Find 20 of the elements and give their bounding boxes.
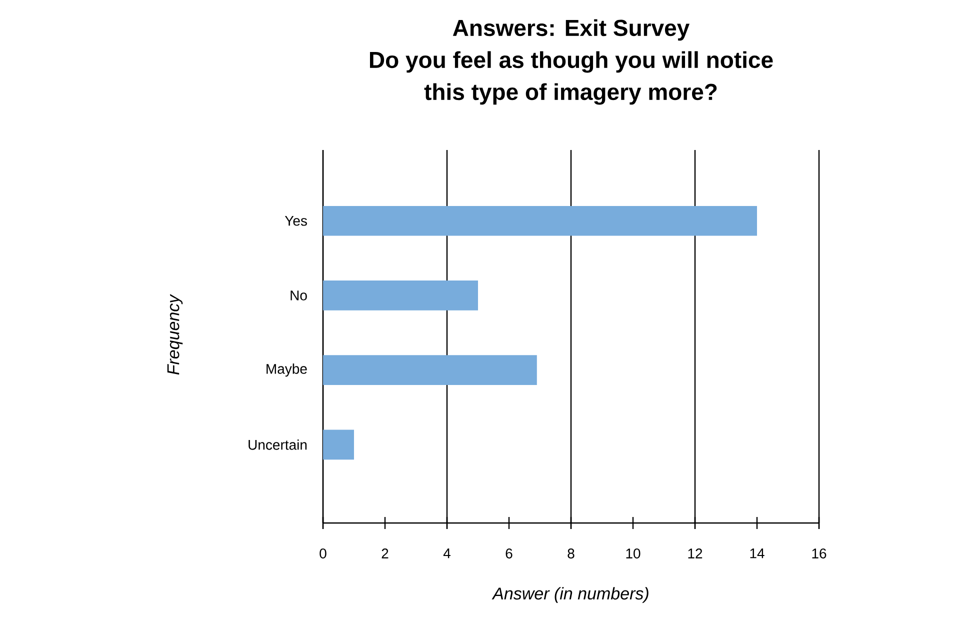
y-tick-label: Uncertain [248, 440, 307, 450]
y-tick-label: No [290, 290, 307, 300]
x-tick-label: 12 [688, 548, 702, 558]
x-axis-title: Answer (in numbers) [492, 587, 648, 603]
x-tick-label: 4 [443, 548, 450, 558]
x-tick-label: 2 [382, 548, 388, 558]
bar [323, 206, 758, 236]
y-axis-title: Frequency [167, 294, 183, 375]
x-tick-label: 8 [568, 548, 574, 558]
x-tick-label: 10 [626, 548, 640, 558]
x-tick-label: 16 [812, 548, 826, 558]
y-tick-label: Yes [284, 216, 307, 226]
x-tick-label: 14 [750, 548, 764, 558]
bar [323, 430, 354, 460]
x-tick-label: 6 [506, 548, 512, 558]
bar [323, 280, 478, 310]
x-tick-label: 0 [320, 548, 326, 558]
y-tick-label: Maybe [266, 364, 307, 377]
bar [323, 355, 537, 385]
chart-title: Answers: Exit Survey Do you feel as though you will notice this type of imagery more? [370, 19, 773, 105]
